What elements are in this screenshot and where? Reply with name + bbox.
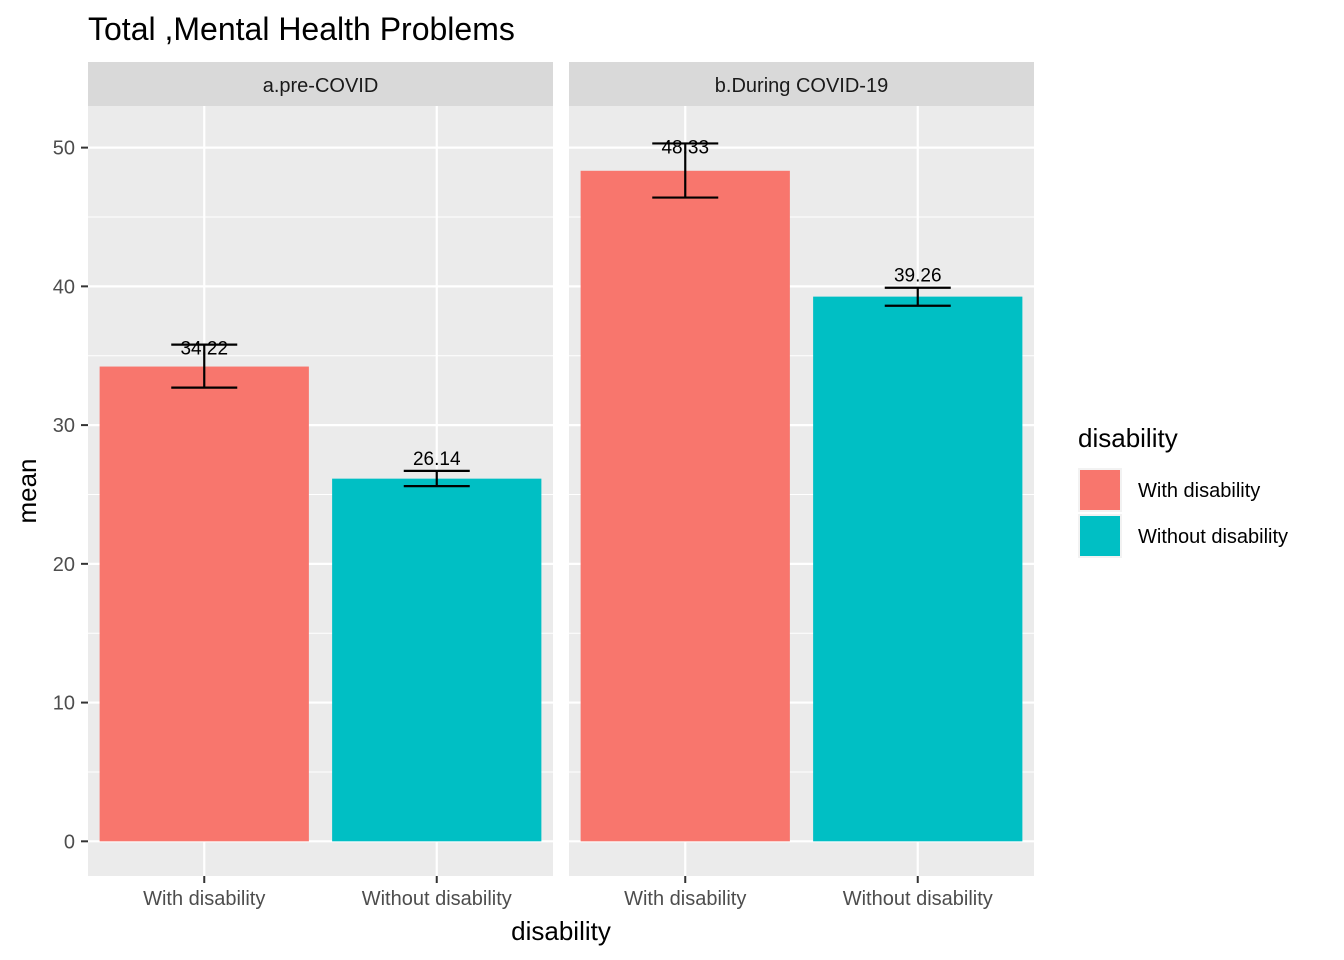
- x-tick-label: With disability: [624, 888, 746, 910]
- data-label: 48.33: [661, 137, 709, 158]
- x-tick-label: With disability: [143, 888, 265, 910]
- legend-swatch: [1080, 470, 1120, 510]
- legend-label: With disability: [1138, 480, 1260, 502]
- error-bar: [884, 286, 951, 307]
- facet-strip-label: a.pre-COVID: [263, 75, 379, 97]
- legend-title: disability: [1078, 423, 1178, 453]
- legend-label: Without disability: [1138, 526, 1288, 548]
- error-bar: [171, 343, 238, 389]
- error-bar: [403, 469, 470, 488]
- y-axis-title: mean: [12, 458, 42, 523]
- bar: [332, 478, 542, 842]
- facet-strip: [569, 62, 1034, 106]
- y-axis: 0 10 20 30 40 50: [53, 138, 88, 853]
- x-tick-label: Without disability: [843, 888, 993, 910]
- legend-swatch: [1080, 516, 1120, 556]
- legend: disability With disability Without disabi…: [1078, 423, 1288, 558]
- chart-title: Total ,Mental Health Problems: [88, 11, 515, 47]
- error-bar: [652, 142, 719, 199]
- x-tick-label: Without disability: [362, 888, 512, 910]
- y-tick-label: 40: [53, 276, 75, 298]
- bar: [580, 170, 790, 842]
- y-tick-label: 30: [53, 415, 75, 437]
- data-label: 26.14: [413, 449, 461, 470]
- bar: [99, 366, 309, 842]
- panel-2: b.During COVID-19 48.33 With disability 39.…: [569, 62, 1034, 910]
- data-label: 34.22: [180, 339, 228, 360]
- y-tick-label: 10: [53, 693, 75, 715]
- y-tick-label: 20: [53, 554, 75, 576]
- y-tick-label: 0: [64, 831, 75, 853]
- facet-strip-label: b.During COVID-19: [715, 75, 888, 97]
- panel-1: a.pre-COVID 34.22 With disability 26.14 With…: [88, 62, 553, 910]
- facet-strip: [88, 62, 553, 106]
- panels: a.pre-COVID 34.22 With disability 26.14 With…: [88, 62, 1034, 910]
- y-tick-label: 50: [53, 138, 75, 160]
- bar: [813, 296, 1023, 842]
- data-label: 39.26: [894, 266, 942, 287]
- x-axis-title: disability: [511, 916, 611, 946]
